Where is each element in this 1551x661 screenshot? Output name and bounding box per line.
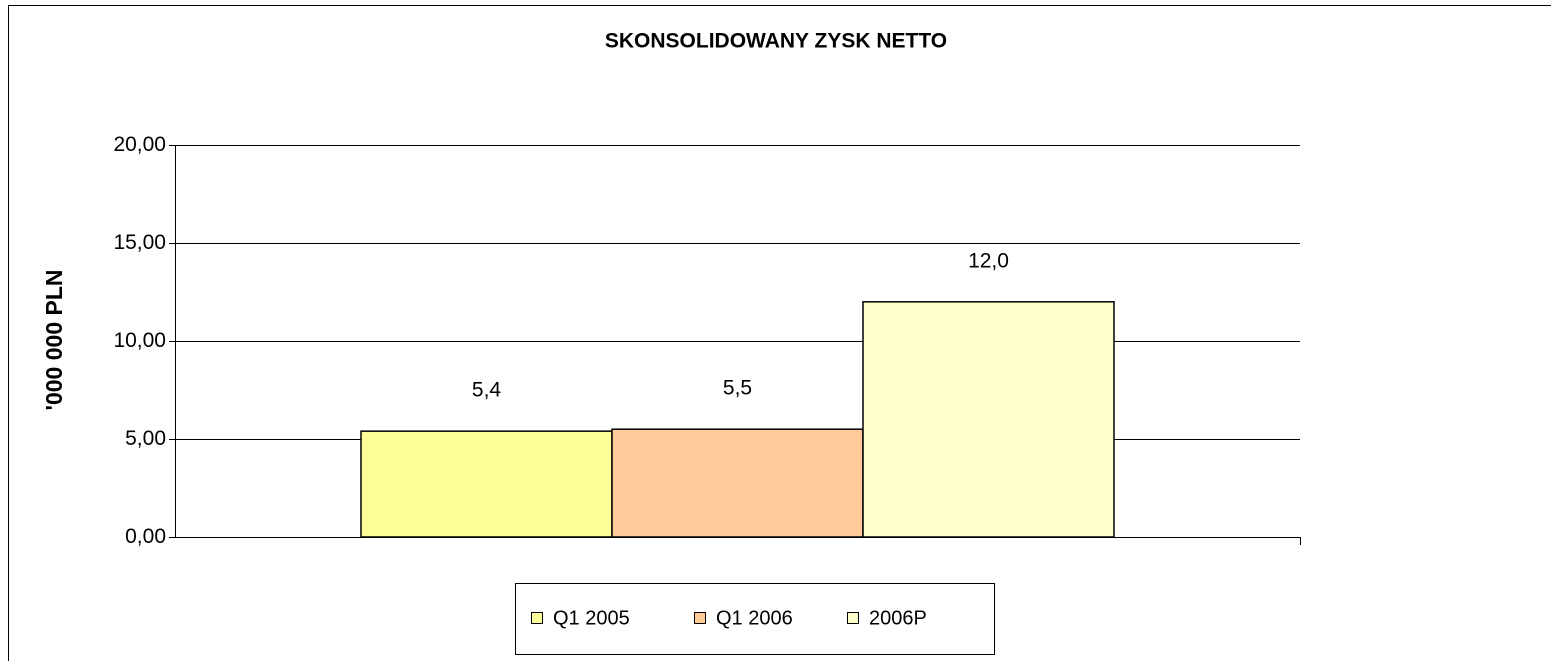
bar	[611, 428, 864, 538]
legend-label: 2006P	[869, 607, 927, 629]
legend-swatch	[531, 612, 543, 624]
y-tick-label: 15,00	[113, 231, 166, 254]
chart-title: SKONSOLIDOWANY ZYSK NETTO	[605, 30, 947, 53]
y-axis-label: '000 000 PLN	[41, 270, 67, 411]
legend-label: Q1 2005	[553, 607, 630, 629]
legend-swatch	[694, 612, 706, 624]
y-tick-label: 20,00	[113, 133, 166, 156]
y-tick-label: 10,00	[113, 329, 166, 352]
y-tick-label: 0,00	[125, 525, 166, 548]
bar	[360, 430, 613, 538]
data-label: 12,0	[968, 249, 1009, 272]
bar	[862, 301, 1115, 538]
legend-box	[515, 583, 995, 655]
y-tick-label: 5,00	[125, 427, 166, 450]
data-label: 5,4	[472, 379, 502, 402]
data-label: 5,5	[723, 377, 752, 400]
legend-swatch	[847, 612, 859, 624]
legend-label: Q1 2006	[716, 607, 793, 629]
chart-border	[8, 5, 1551, 661]
